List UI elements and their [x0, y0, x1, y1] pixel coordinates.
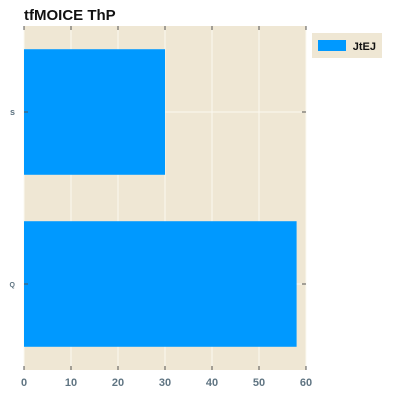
legend-swatch [318, 40, 346, 51]
x-tick-label: 60 [300, 377, 312, 389]
x-tick-label: 10 [65, 377, 77, 389]
bars [24, 49, 297, 347]
x-tick-label: 40 [206, 377, 218, 389]
chart-title: tfMOICE ThP [24, 7, 116, 24]
legend-label: JtEJ [353, 41, 376, 53]
category-labels: sQ [10, 107, 16, 289]
x-tick-label: 50 [253, 377, 265, 389]
tick-marks [23, 26, 307, 370]
category-label: s [10, 107, 15, 117]
x-tick-label: 0 [21, 377, 27, 389]
x-tick-label: 20 [112, 377, 124, 389]
category-label: Q [10, 282, 16, 289]
bar [24, 49, 165, 175]
bar [24, 221, 297, 347]
x-tick-label: 30 [159, 377, 171, 389]
x-tick-labels: 0 10 20 30 40 50 60 [21, 377, 312, 389]
legend: JtEJ [312, 33, 382, 58]
